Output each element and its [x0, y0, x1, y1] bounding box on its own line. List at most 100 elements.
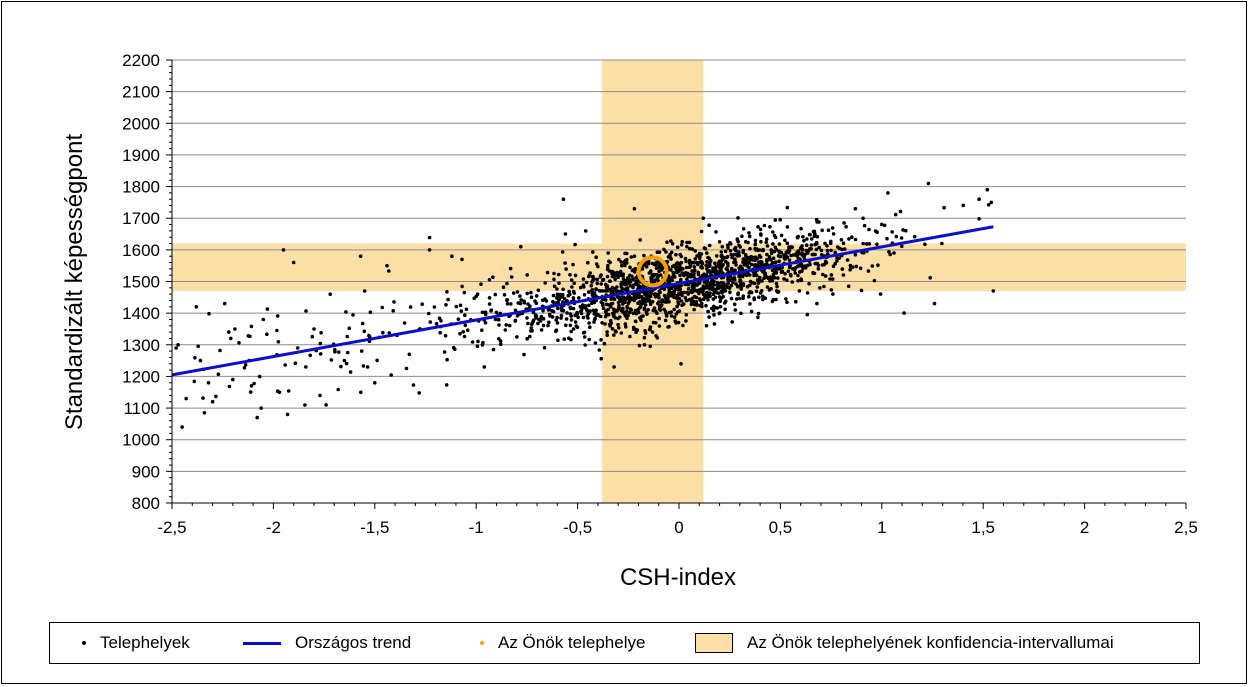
site-point	[730, 255, 734, 259]
site-point	[655, 336, 660, 340]
site-point	[603, 322, 607, 326]
site-point	[686, 292, 690, 296]
site-point	[699, 252, 704, 256]
site-point	[731, 280, 735, 285]
site-point	[697, 291, 701, 296]
site-point	[522, 301, 527, 305]
site-point	[657, 296, 661, 300]
site-point	[755, 285, 760, 289]
site-point	[687, 240, 692, 245]
site-point	[684, 319, 688, 323]
site-point	[747, 231, 751, 235]
site-point	[227, 384, 232, 389]
site-point	[667, 310, 672, 315]
site-point	[586, 290, 591, 294]
site-point	[842, 221, 846, 225]
site-point	[704, 263, 708, 268]
site-point	[685, 240, 689, 245]
site-point	[318, 393, 322, 398]
site-point	[758, 291, 763, 295]
site-point	[835, 256, 839, 260]
site-point	[569, 318, 574, 322]
site-point	[612, 313, 616, 318]
site-point	[518, 294, 522, 298]
legend: Telephelyek Országos trend Az Önök telep…	[49, 622, 1200, 664]
site-point	[633, 293, 637, 298]
site-point	[823, 259, 828, 264]
site-point	[539, 314, 544, 319]
site-point	[631, 311, 636, 316]
site-point	[665, 259, 670, 264]
site-point	[539, 328, 544, 332]
site-point	[769, 248, 773, 252]
site-point	[194, 305, 199, 309]
site-point	[509, 275, 514, 279]
site-point	[835, 259, 839, 263]
site-point	[674, 321, 678, 325]
site-point	[624, 288, 629, 292]
y-tick-label: 2200	[122, 51, 160, 70]
site-point	[741, 282, 746, 286]
site-point	[511, 291, 516, 295]
site-point	[700, 266, 704, 270]
x-tick-label: 0,5	[769, 518, 793, 537]
site-point	[753, 264, 757, 269]
site-point	[862, 223, 867, 228]
site-point	[463, 323, 468, 328]
site-point	[584, 307, 589, 311]
site-point	[607, 322, 612, 327]
site-point	[458, 331, 462, 336]
site-point	[840, 267, 845, 271]
site-point	[644, 291, 649, 295]
site-point	[882, 223, 887, 228]
site-point	[563, 261, 567, 265]
site-point	[218, 348, 222, 353]
site-point	[829, 239, 833, 244]
site-point	[733, 308, 738, 312]
site-point	[729, 283, 734, 288]
site-point	[747, 294, 751, 299]
trend-line	[171, 225, 994, 377]
site-point	[830, 277, 835, 281]
site-point	[174, 346, 178, 350]
site-point	[707, 243, 712, 248]
site-point	[446, 297, 450, 302]
site-point	[610, 327, 615, 331]
x-tick-label: -2	[266, 518, 281, 537]
site-point	[360, 321, 365, 326]
site-point	[281, 248, 286, 252]
site-point	[739, 287, 743, 291]
site-point	[700, 304, 704, 309]
site-point	[652, 306, 657, 311]
site-point	[682, 302, 686, 306]
site-point	[872, 278, 877, 283]
site-point	[977, 197, 981, 201]
site-point	[737, 253, 741, 258]
site-point	[202, 411, 207, 415]
site-point	[817, 245, 821, 250]
site-point	[568, 323, 573, 328]
site-point	[719, 253, 724, 258]
site-point	[612, 296, 616, 301]
site-point	[867, 242, 872, 246]
site-point	[785, 205, 790, 210]
site-point	[541, 309, 545, 313]
site-point	[768, 225, 772, 229]
site-point	[608, 279, 612, 284]
site-point	[689, 302, 694, 307]
site-point	[697, 281, 702, 285]
site-point	[778, 217, 782, 222]
site-point	[525, 316, 529, 320]
site-point	[823, 274, 828, 278]
site-point	[867, 227, 871, 232]
site-point	[734, 297, 739, 301]
site-point	[870, 264, 875, 268]
site-point	[787, 265, 792, 270]
site-point	[362, 289, 367, 293]
site-point	[765, 257, 769, 262]
site-point	[737, 266, 741, 270]
site-point	[679, 260, 684, 265]
site-point	[754, 289, 759, 294]
site-point	[740, 234, 744, 239]
